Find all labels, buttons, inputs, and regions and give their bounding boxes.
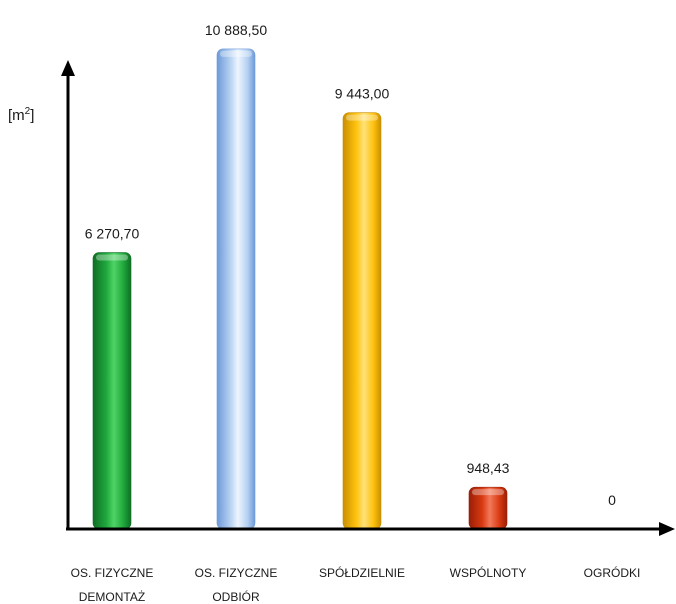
bar-highlight-3 bbox=[472, 489, 504, 496]
x-axis-arrow bbox=[659, 522, 675, 536]
category-label-0-line-1: DEMONTAŻ bbox=[79, 590, 145, 604]
bar-highlight-2 bbox=[346, 114, 378, 121]
y-axis-unit-label: [m2] bbox=[8, 106, 34, 124]
category-label-2: SPÓŁDZIELNIE bbox=[319, 565, 405, 580]
bar-0 bbox=[92, 252, 132, 530]
category-label-1-line-1: ODBIÓR bbox=[212, 589, 260, 604]
y-axis-arrow bbox=[61, 60, 75, 76]
bars-layer bbox=[92, 48, 508, 530]
value-label-2: 9 443,00 bbox=[335, 86, 390, 102]
category-label-4: OGRÓDKI bbox=[584, 565, 641, 580]
bar-highlight-0 bbox=[96, 254, 128, 261]
bar-1 bbox=[216, 48, 256, 530]
bar-highlight-1 bbox=[220, 50, 252, 57]
value-label-3: 948,43 bbox=[467, 460, 510, 476]
category-label-1-line-0: OS. FIZYCZNE bbox=[195, 566, 278, 580]
category-label-0-line-0: OS. FIZYCZNE bbox=[71, 566, 154, 580]
value-label-0: 6 270,70 bbox=[85, 226, 140, 242]
axes-layer: [m2] bbox=[8, 60, 675, 536]
value-label-4: 0 bbox=[608, 492, 616, 508]
labels-layer: 6 270,70 OS. FIZYCZNE DEMONTAŻ 10 888,50 OS.… bbox=[71, 22, 641, 604]
value-label-1: 10 888,50 bbox=[205, 22, 267, 38]
category-label-3: WSPÓLNOTY bbox=[450, 565, 527, 580]
bar-2 bbox=[342, 112, 382, 530]
